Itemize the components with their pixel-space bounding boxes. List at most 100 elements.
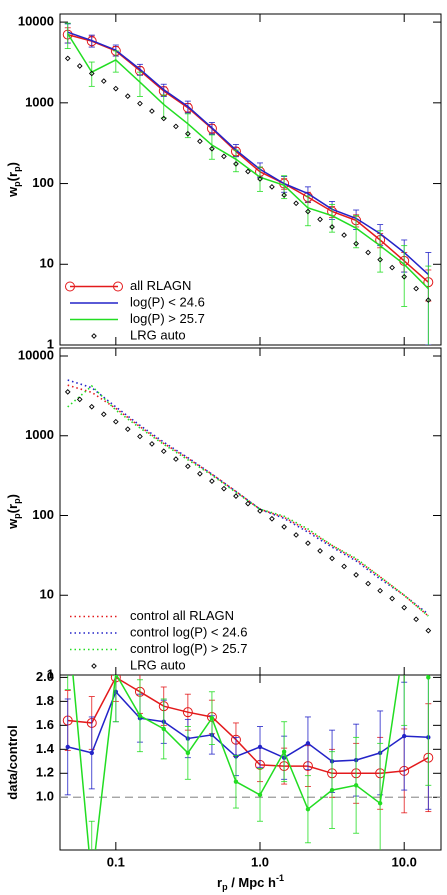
legend-label: control log(P) < 24.6	[130, 624, 247, 639]
marker	[257, 176, 263, 182]
marker	[90, 879, 94, 883]
plot-area	[62, 22, 434, 345]
marker	[293, 200, 299, 207]
marker	[377, 256, 383, 263]
series-line	[67, 690, 429, 763]
marker	[401, 273, 408, 280]
marker	[209, 145, 215, 152]
series-line	[67, 676, 429, 775]
plot-area	[64, 379, 432, 634]
marker	[341, 232, 347, 238]
plot-area	[60, 675, 441, 883]
y-tick-label: 10000	[18, 347, 54, 362]
marker	[305, 540, 311, 546]
label-part: -1	[276, 873, 284, 883]
marker	[281, 749, 287, 754]
marker	[100, 411, 107, 418]
label-part: p	[12, 181, 22, 187]
legend-label: all RLAGN	[130, 278, 191, 293]
marker	[173, 456, 179, 462]
y-tick-label: 10	[40, 256, 54, 271]
y-tick-label: 1	[47, 336, 54, 351]
y-tick-label: 1.4	[36, 741, 55, 756]
marker	[173, 123, 179, 130]
series-line	[67, 31, 429, 275]
legend-label: LRG auto	[130, 327, 186, 342]
marker	[233, 161, 239, 167]
marker	[425, 627, 432, 634]
label-part: w	[5, 186, 20, 198]
marker	[185, 750, 191, 756]
y-tick-label: 1.2	[36, 765, 54, 780]
marker	[149, 441, 155, 447]
label-part: )	[5, 494, 20, 498]
series-line	[67, 33, 429, 290]
marker	[137, 713, 143, 718]
axis-label: wp(rp)	[5, 494, 22, 530]
label-part: data/control	[5, 725, 20, 799]
plot-frame	[59, 13, 442, 346]
marker	[353, 240, 359, 247]
y-tick-label: 1.0	[36, 789, 54, 804]
marker	[124, 93, 131, 99]
marker	[269, 184, 275, 190]
marker	[182, 707, 193, 718]
series-line	[67, 33, 429, 283]
marker	[353, 572, 359, 578]
marker	[88, 403, 95, 410]
marker	[221, 153, 227, 160]
label-part: p	[12, 166, 22, 172]
label-part: p	[222, 882, 228, 892]
marker	[112, 418, 119, 425]
label-part: w	[5, 518, 20, 530]
marker	[112, 85, 119, 92]
marker	[305, 807, 311, 812]
plot-frame	[59, 674, 442, 851]
y-tick-label: 2.0	[36, 669, 54, 684]
marker	[389, 595, 395, 602]
marker	[89, 750, 94, 756]
marker	[281, 524, 287, 530]
legend-marker	[91, 663, 97, 669]
y-tick-label: 1.8	[36, 693, 54, 708]
marker	[365, 249, 371, 256]
marker	[413, 616, 419, 623]
marker	[245, 168, 251, 175]
marker	[88, 70, 95, 77]
label-part: (r	[5, 172, 20, 181]
label-part: (r	[5, 504, 20, 513]
marker	[245, 500, 251, 507]
marker	[389, 264, 395, 271]
legend-label: log(P) < 24.6	[130, 294, 205, 309]
label-part: )	[5, 162, 20, 166]
marker	[257, 508, 263, 514]
axis-label: rp / Mpc h-1	[217, 873, 284, 892]
marker	[317, 548, 323, 554]
marker	[317, 216, 323, 223]
marker	[377, 587, 383, 594]
marker	[76, 63, 83, 69]
series-line	[72, 675, 429, 850]
y-tick-label: 10	[40, 587, 54, 602]
marker	[413, 285, 419, 292]
y-tick-label: 1.6	[36, 717, 54, 732]
marker	[185, 463, 191, 470]
marker	[124, 426, 131, 432]
marker	[233, 493, 239, 499]
marker	[185, 130, 191, 137]
marker	[137, 100, 143, 107]
marker	[65, 744, 70, 750]
marker	[401, 604, 408, 611]
marker	[401, 733, 407, 739]
marker	[221, 485, 227, 492]
label-part: p	[12, 513, 22, 519]
marker	[64, 389, 71, 395]
y-tick-label: 100	[32, 175, 54, 190]
marker	[329, 787, 335, 793]
x-tick-label: 0.1	[107, 854, 125, 869]
marker	[76, 396, 83, 403]
x-tick-label: 1.0	[251, 854, 269, 869]
marker	[281, 192, 287, 198]
marker	[137, 433, 143, 440]
